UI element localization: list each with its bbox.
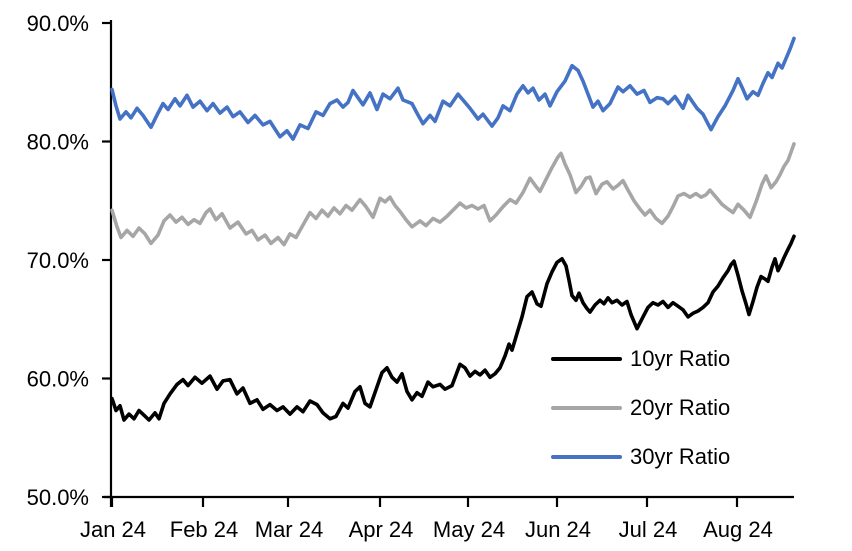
legend-item-10yr-ratio: 10yr Ratio	[551, 344, 730, 374]
legend-label-10yr: 10yr Ratio	[630, 346, 731, 371]
legend-swatch-20yr	[551, 406, 622, 410]
y-axis-tick-label: 90.0%	[27, 11, 89, 36]
series-line-10yr-ratio	[110, 234, 796, 422]
legend-swatch-10yr	[551, 357, 622, 361]
series-lines	[110, 36, 796, 422]
y-axis-tick-label: 50.0%	[27, 485, 89, 510]
legend-item-20yr-ratio: 20yr Ratio	[551, 393, 730, 423]
x-axis-tick-label: Mar 24	[255, 517, 323, 542]
series-line-20yr-ratio	[110, 142, 796, 247]
y-axis-tick-label: 60.0%	[27, 367, 89, 392]
x-axis-tick-label: May 24	[433, 517, 505, 542]
x-axis: Jan 24 Feb 24 Mar 24 Apr 24 May 24 Jun 24 Jul …	[80, 495, 794, 542]
legend-label-20yr: 20yr Ratio	[630, 395, 731, 420]
y-axis-tick-label: 70.0%	[27, 248, 89, 273]
y-axis: 50.0% 60.0% 70.0% 80.0% 90.0%	[27, 11, 113, 510]
x-axis-tick-label: Feb 24	[170, 517, 239, 542]
x-axis-tick-label: Jan 24	[80, 517, 146, 542]
x-axis-tick-label: Jun 24	[525, 517, 591, 542]
legend-label-30yr: 30yr Ratio	[630, 444, 731, 469]
legend: 10yr Ratio 20yr Ratio 30yr Ratio	[551, 344, 730, 472]
x-axis-tick-label: Apr 24	[349, 517, 414, 542]
x-axis-tick-label: Jul 24	[619, 517, 678, 542]
x-axis-tick-label: Aug 24	[703, 517, 773, 542]
y-axis-tick-label: 80.0%	[27, 130, 89, 155]
legend-swatch-30yr	[551, 455, 622, 459]
legend-item-30yr-ratio: 30yr Ratio	[551, 442, 730, 472]
series-line-30yr-ratio	[110, 36, 796, 141]
